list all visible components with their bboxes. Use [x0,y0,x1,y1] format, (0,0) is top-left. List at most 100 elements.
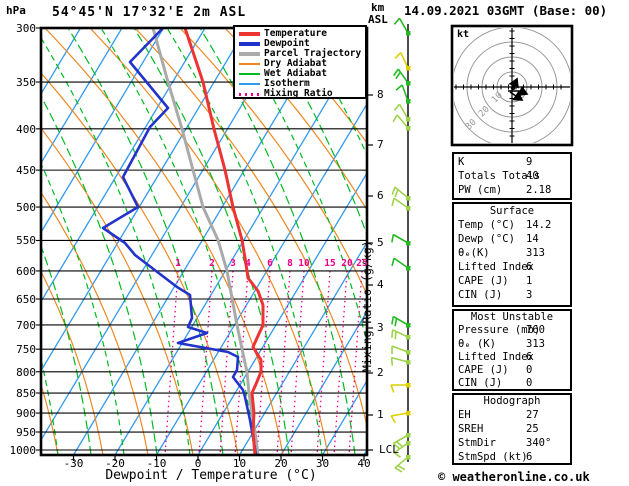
legend-swatch [239,52,260,56]
km-tick-label: 4 [377,278,384,291]
stat-value: 760 [526,324,545,336]
stat-value: 6 [526,261,533,273]
pressure-tick-label: 1000 [9,444,37,457]
stat-label: Lifted Index [458,261,534,273]
copyright-credit: © weatheronline.co.uk [438,470,590,484]
stat-value: 340° [526,437,552,449]
mixing-ratio-tick-label: 6 [267,258,273,269]
hodograph-box-header: Hodograph [483,395,541,407]
hodograph-unit-label: kt [457,29,470,40]
stat-label: CIN (J) [458,289,503,301]
legend-item-isotherm: Isotherm [239,79,310,89]
pressure-tick-label: 900 [16,407,36,421]
stat-value: 14.2 [526,219,552,231]
surface-box [452,202,572,307]
legend-item-parcel: Parcel Trajectory [239,49,361,59]
pressure-tick-label: 750 [16,343,36,357]
stat-label: θₑ (K) [458,338,496,350]
mixing-ratio-tick-label: 3 [230,258,236,269]
stat-value: 25 [526,423,539,435]
stat-value: 0 [526,364,533,376]
mixing-ratio-tick-label: 15 [324,258,336,269]
datetime-label: 14.09.2021 03GMT (Base: 00) [404,3,608,18]
stat-label: StmDir [458,437,496,449]
pressure-tick-label: 650 [16,293,36,306]
stat-value: 1 [526,275,533,287]
pressure-tick-label: 850 [16,387,36,401]
pressure-tick-label: 350 [16,76,36,90]
legend-swatch [239,92,260,96]
pressure-tick-label: 500 [16,201,36,215]
stat-label: Temp (°C) [458,219,515,231]
indices-box [452,152,572,200]
km-tick-label: 8 [377,88,384,101]
stat-label: Dewp (°C) [458,233,515,245]
pressure-tick-label: 800 [16,365,36,379]
mixing-ratio-tick-label: 20 [341,258,353,269]
km-tick-label: 1 [377,408,384,421]
stat-value: 27 [526,409,539,421]
stat-label: SREH [458,423,484,435]
temperature-tick-label: -20 [105,457,125,470]
mixing-ratio-tick-label: 25 [356,258,368,269]
legend-box: Temperature Dewpoint Parcel Trajectory D… [233,25,367,99]
most-unstable-box [452,309,572,391]
stat-value: 40 [526,170,539,182]
km-tick-label: 5 [377,236,384,249]
legend-swatch [239,42,260,46]
pressure-tick-label: 700 [16,318,36,332]
legend-item-mixing-ratio: Mixing Ratio [239,89,333,99]
stat-label: Totals Totals [458,170,541,182]
stat-label: CIN (J) [458,377,503,389]
stat-label: Pressure (mb) [458,324,541,336]
stat-value: 313 [526,338,545,350]
pressure-tick-label: 600 [16,264,36,278]
legend-swatch [239,73,260,75]
hodograph-stats-box [452,393,572,465]
altitude-unit-asl: ASL [368,13,388,26]
mixing-ratio-tick-label: 4 [245,258,251,269]
km-tick-label: 3 [377,321,384,334]
stat-label: Lifted Index [458,351,534,363]
temperature-tick-label: 0 [194,457,202,470]
temperature-tick-label: -30 [63,457,84,470]
legend-item-dewpoint: Dewpoint [239,39,310,49]
stat-label: CAPE (J) [458,275,509,287]
stat-value: 0 [526,377,533,389]
legend-swatch [239,32,260,36]
stat-value: 9 [526,156,533,168]
pressure-tick-label: 550 [16,234,36,248]
altitude-unit-km: km [371,1,385,14]
stat-value: 2.18 [526,184,552,196]
pressure-tick-label: 450 [16,164,36,178]
km-tick-label: 7 [377,138,384,151]
surface-box-header: Surface [489,205,535,217]
legend-item-wet-adiabat: Wet Adiabat [239,69,327,79]
km-tick-label: 2 [377,366,384,379]
plot-frame [39,26,369,457]
mixing-ratio-tick-label: 2 [209,258,215,269]
pressure-tick-label: 950 [16,426,36,439]
stat-value: 14 [526,233,539,245]
legend-item-dry-adiabat: Dry Adiabat [239,59,327,69]
stat-value: 6 [526,351,533,363]
km-tick-label: 6 [377,189,384,202]
temperature-tick-label: 40 [357,457,371,470]
lcl-label: LCL [379,443,399,456]
mixing-ratio-tick-label: 8 [287,258,293,269]
station-title: 54°45'N 17°32'E 2m ASL [52,5,247,20]
stat-label: CAPE (J) [458,364,509,376]
stat-value: 313 [526,247,545,259]
stat-label: θₑ(K) [458,247,490,259]
stat-label: PW (cm) [458,184,503,196]
mixing-ratio-tick-label: 1 [175,258,181,269]
temperature-tick-label: 30 [315,457,330,470]
stat-label: EH [458,409,471,421]
temperature-tick-label: 20 [274,457,288,470]
pressure-tick-label: 400 [16,122,36,136]
pressure-unit-label: hPa [6,4,26,17]
wind-barb-column [390,17,411,473]
legend-swatch [239,83,260,85]
